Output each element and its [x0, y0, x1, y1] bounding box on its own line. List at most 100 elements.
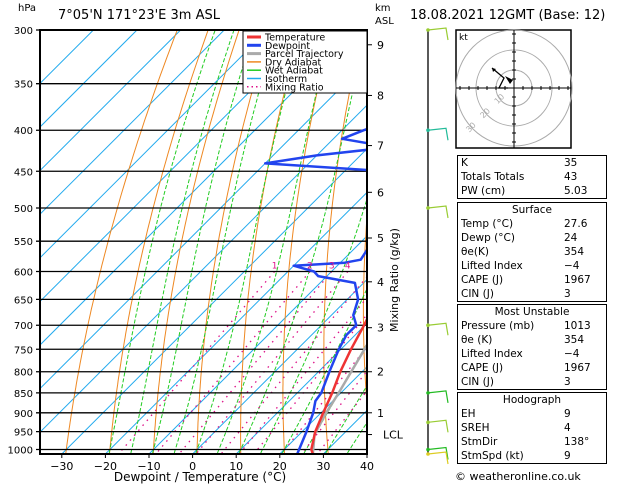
- wind-barb: [427, 27, 449, 41]
- dry-adiabat-line: [65, 30, 178, 454]
- isotherm-line: [40, 30, 138, 128]
- plot-frame: [39, 29, 368, 455]
- wind-barb-dot: [426, 323, 430, 328]
- surface-title: Surface: [511, 204, 552, 216]
- row-label: θe(K): [461, 246, 489, 258]
- row-label: Lifted Index: [461, 260, 523, 272]
- row-value: 3: [564, 288, 571, 300]
- surface-table: Surface Temp (°C) 27.6 Dewp (°C) 24 θe(K) 354…: [457, 202, 607, 302]
- row-value: 1967: [564, 362, 591, 374]
- table-row: SREH 4: [458, 421, 606, 435]
- row-value: 354: [564, 246, 585, 258]
- x-axis-label: Dewpoint / Temperature (°C): [114, 470, 286, 484]
- wet-adiabat-line: [152, 30, 255, 454]
- index-label: K: [461, 157, 468, 169]
- wind-barb: [427, 127, 449, 141]
- row-value: 9: [564, 450, 571, 462]
- dewpoint-profile: [263, 75, 367, 454]
- wet-adiabat-line: [173, 30, 278, 454]
- temperature-profile: [310, 316, 367, 454]
- storm-motion-marker: [505, 76, 513, 84]
- isotherm-line: [279, 366, 367, 454]
- background-lines: [40, 30, 367, 454]
- location-title: 7°05'N 171°23'E 3m ASL: [58, 8, 220, 23]
- hodograph-table: Hodograph EH 9 SREH 4 StmDir 138° StmSpd (kt) 9: [457, 392, 607, 464]
- pressure-tick-label: 300: [14, 26, 33, 37]
- legend-label: Temperature: [264, 33, 325, 44]
- wind-barbs: [426, 27, 449, 465]
- index-row-totals: Totals Totals 43: [458, 170, 606, 184]
- isotherm-line: [40, 30, 356, 346]
- row-label: EH: [461, 408, 476, 420]
- mixing-ratio-line: [301, 370, 367, 454]
- pressure-tick-label: 650: [14, 295, 33, 306]
- table-row: CAPE (J) 1967: [458, 273, 606, 287]
- pressure-tick-label: 550: [14, 237, 33, 248]
- isotherm-line: [192, 278, 367, 454]
- row-label: SREH: [461, 422, 490, 434]
- dry-adiabat-line: [240, 30, 302, 454]
- wind-barb: [427, 205, 449, 219]
- dry-adiabat-line: [152, 30, 240, 454]
- row-label: Pressure (mb): [461, 320, 535, 332]
- isotherm-line: [235, 322, 367, 454]
- mixing-ratio-label: 2: [307, 262, 313, 272]
- mixing-ratio-line: [281, 345, 367, 454]
- height-tick-label: LCL: [383, 429, 404, 442]
- pressure-tick-label: 350: [14, 80, 33, 91]
- height-tick-label: 8: [377, 89, 384, 102]
- row-label: StmDir: [461, 436, 498, 448]
- row-value: 9: [564, 408, 571, 420]
- dry-adiabat-line: [196, 30, 271, 454]
- height-tick-label: 1: [377, 407, 384, 420]
- row-label: CIN (J): [461, 376, 494, 388]
- row-value: 27.6: [564, 218, 588, 230]
- table-row: CIN (J) 3: [458, 287, 606, 301]
- x-tick-label: −10: [137, 460, 160, 473]
- isotherm-line: [40, 30, 312, 303]
- isotherm-line: [40, 30, 181, 172]
- table-row: CIN (J) 3: [458, 375, 606, 389]
- row-value: 4: [564, 422, 571, 434]
- mixing-ratio-line: [221, 275, 367, 454]
- pressure-tick-label: 400: [14, 126, 33, 137]
- isotherm-line: [40, 30, 225, 215]
- pressure-tick-label: 450: [14, 167, 33, 178]
- isotherm-line: [40, 104, 367, 433]
- pressure-tick-label: 1000: [8, 445, 33, 456]
- x-tick-label: 0: [189, 460, 196, 473]
- height-axis-unit-km: km: [375, 3, 391, 14]
- mixing-ratio-axis-label: Mixing Ratio (g/kg): [388, 228, 401, 332]
- wind-barb: [427, 446, 449, 460]
- row-label: CAPE (J): [461, 274, 504, 286]
- row-label: CIN (J): [461, 288, 494, 300]
- height-tick-label: 2: [377, 366, 384, 379]
- height-tick-label: 7: [377, 140, 384, 153]
- pressure-tick-label: 750: [14, 345, 33, 356]
- mixing-ratio-line: [254, 313, 367, 454]
- row-value: −4: [564, 348, 580, 360]
- pressure-tick-label: 850: [14, 389, 33, 400]
- mixing-ratio-label: 3: [329, 262, 335, 272]
- wet-adiabat-line: [281, 287, 367, 454]
- dry-adiabat-line: [109, 30, 209, 454]
- table-row: θe (K) 354: [458, 333, 606, 347]
- x-tick-label: 20: [273, 460, 287, 473]
- axes: 3003504004505005506006507007508008509009…: [8, 26, 404, 473]
- dry-adiabat-line: [282, 30, 333, 454]
- most-unstable-table: Most Unstable Pressure (mb) 1013 θe (K) 354…: [457, 304, 607, 390]
- index-value: 35: [564, 157, 578, 169]
- table-row: Pressure (mb) 1013: [458, 319, 606, 333]
- hodograph-arrowhead: [492, 68, 496, 72]
- legend-label: Dry Adiabat: [265, 57, 322, 68]
- row-value: 138°: [564, 436, 590, 448]
- x-tick-label: 10: [229, 460, 243, 473]
- wind-barb: [427, 451, 449, 465]
- index-label: Totals Totals: [461, 171, 525, 183]
- hodograph-table-title: Hodograph: [502, 394, 562, 406]
- wind-barb-dot: [426, 447, 430, 452]
- wet-adiabat-line: [108, 30, 216, 454]
- pressure-axis-unit: hPa: [18, 3, 37, 14]
